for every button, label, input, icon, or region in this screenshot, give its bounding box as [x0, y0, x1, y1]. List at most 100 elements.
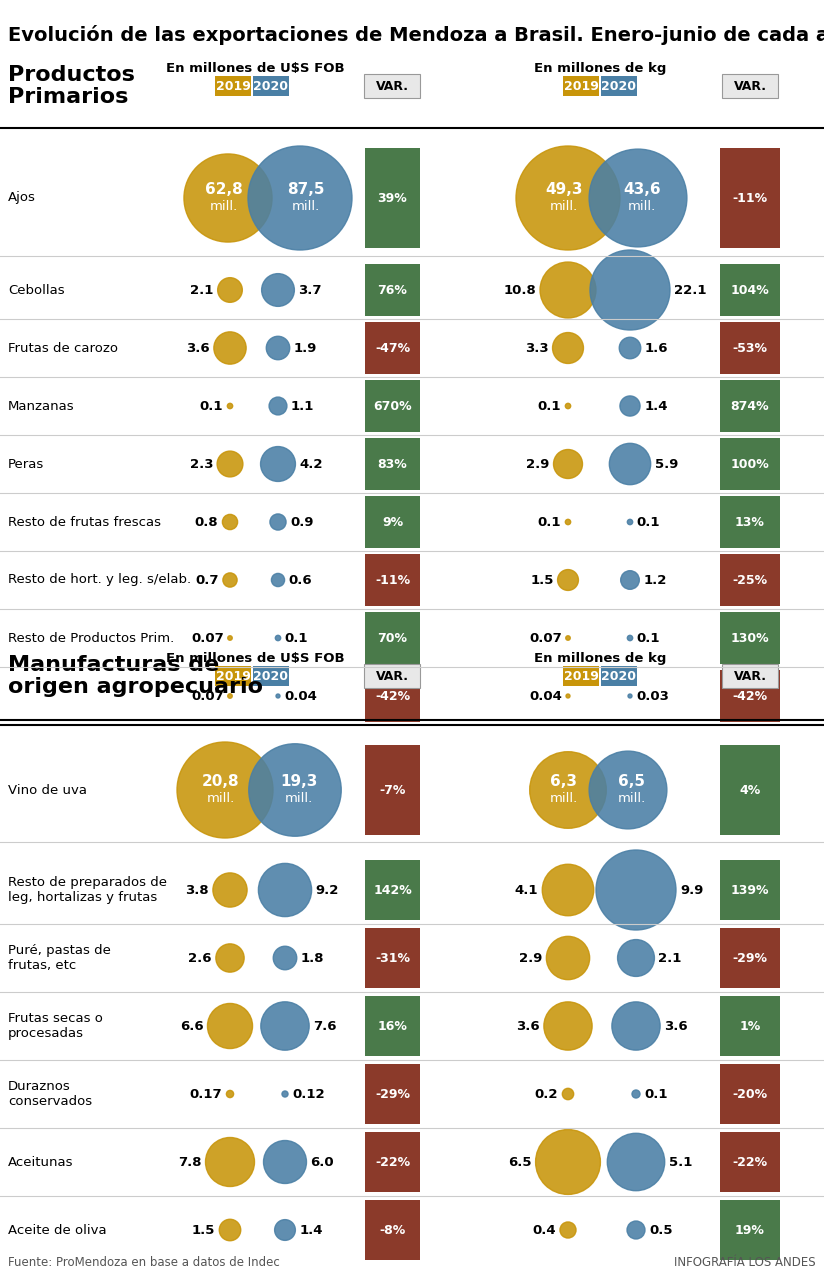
Circle shape — [177, 742, 273, 838]
Text: 670%: 670% — [373, 399, 412, 412]
Circle shape — [261, 1002, 309, 1050]
Text: 0.04: 0.04 — [529, 690, 562, 703]
Text: 2020: 2020 — [254, 669, 288, 682]
FancyBboxPatch shape — [601, 666, 637, 686]
Text: 0.1: 0.1 — [538, 399, 561, 412]
Text: 4.1: 4.1 — [515, 883, 538, 896]
Text: Resto de Productos Prim.: Resto de Productos Prim. — [8, 631, 174, 645]
Circle shape — [270, 515, 286, 530]
Text: 0.1: 0.1 — [538, 516, 561, 529]
FancyBboxPatch shape — [365, 996, 420, 1056]
Circle shape — [227, 403, 232, 408]
Text: Cebollas: Cebollas — [8, 283, 64, 297]
FancyBboxPatch shape — [720, 265, 780, 315]
Circle shape — [542, 864, 594, 915]
Circle shape — [208, 1004, 252, 1048]
Text: Vino de uva: Vino de uva — [8, 783, 87, 796]
FancyBboxPatch shape — [215, 666, 251, 686]
FancyBboxPatch shape — [365, 439, 420, 489]
FancyBboxPatch shape — [601, 76, 637, 96]
FancyBboxPatch shape — [563, 666, 599, 686]
Text: 1.2: 1.2 — [644, 573, 667, 586]
Circle shape — [546, 937, 590, 979]
Text: 142%: 142% — [373, 883, 412, 896]
Circle shape — [560, 1222, 576, 1238]
Circle shape — [219, 1220, 241, 1240]
Text: 19,3: 19,3 — [280, 774, 318, 790]
Text: 3.8: 3.8 — [185, 883, 209, 896]
FancyBboxPatch shape — [720, 323, 780, 374]
FancyBboxPatch shape — [365, 380, 420, 431]
Text: 83%: 83% — [377, 457, 407, 471]
Circle shape — [540, 262, 596, 317]
Circle shape — [227, 694, 232, 699]
FancyBboxPatch shape — [365, 1201, 420, 1260]
Text: 130%: 130% — [731, 631, 770, 645]
Circle shape — [589, 751, 667, 829]
Text: 7.8: 7.8 — [178, 1156, 202, 1169]
FancyBboxPatch shape — [720, 497, 780, 548]
Circle shape — [565, 520, 571, 525]
Text: 1.8: 1.8 — [301, 951, 325, 965]
Text: -29%: -29% — [733, 951, 767, 965]
Text: -7%: -7% — [379, 783, 405, 796]
FancyBboxPatch shape — [722, 74, 778, 99]
FancyBboxPatch shape — [365, 497, 420, 548]
Circle shape — [222, 515, 237, 530]
Circle shape — [282, 1091, 288, 1097]
Circle shape — [589, 148, 687, 247]
Circle shape — [627, 520, 633, 525]
Text: 0.1: 0.1 — [644, 1088, 667, 1101]
Circle shape — [275, 635, 281, 641]
Text: VAR.: VAR. — [733, 669, 766, 682]
Text: 0.1: 0.1 — [199, 399, 223, 412]
Text: Resto de hort. y leg. s/elab.: Resto de hort. y leg. s/elab. — [8, 573, 191, 586]
Text: En millones de kg: En millones de kg — [534, 61, 666, 76]
Circle shape — [262, 274, 294, 306]
Text: 1.4: 1.4 — [644, 399, 667, 412]
Circle shape — [264, 1140, 307, 1184]
FancyBboxPatch shape — [364, 664, 420, 689]
FancyBboxPatch shape — [720, 554, 780, 605]
Circle shape — [274, 946, 297, 970]
Text: 0.03: 0.03 — [636, 690, 669, 703]
Text: Duraznos
conservados: Duraznos conservados — [8, 1080, 92, 1108]
Text: 0.9: 0.9 — [290, 516, 314, 529]
Text: -31%: -31% — [375, 951, 410, 965]
Circle shape — [266, 337, 290, 360]
Text: Resto de preparados de
leg, hortalizas y frutas: Resto de preparados de leg, hortalizas y… — [8, 876, 167, 904]
Circle shape — [612, 1002, 660, 1050]
Text: 104%: 104% — [731, 283, 770, 297]
FancyBboxPatch shape — [720, 996, 780, 1056]
Text: -22%: -22% — [733, 1156, 768, 1169]
Text: 0.1: 0.1 — [637, 516, 660, 529]
Text: -22%: -22% — [375, 1156, 410, 1169]
Text: 2.6: 2.6 — [189, 951, 212, 965]
Text: Frutas de carozo: Frutas de carozo — [8, 342, 118, 355]
Text: 1.6: 1.6 — [644, 342, 668, 355]
Text: 2.3: 2.3 — [190, 457, 213, 471]
Text: 0.17: 0.17 — [190, 1088, 222, 1101]
Circle shape — [596, 850, 676, 931]
FancyBboxPatch shape — [720, 745, 780, 835]
FancyBboxPatch shape — [563, 76, 599, 96]
Text: Ajos: Ajos — [8, 192, 36, 205]
Circle shape — [544, 1002, 592, 1050]
Text: 16%: 16% — [377, 1019, 407, 1033]
Text: Aceite de oliva: Aceite de oliva — [8, 1224, 106, 1236]
Text: mill.: mill. — [550, 200, 578, 212]
Circle shape — [632, 1091, 640, 1098]
Text: -20%: -20% — [733, 1088, 768, 1101]
Text: 0.07: 0.07 — [191, 690, 224, 703]
Text: Manzanas: Manzanas — [8, 399, 75, 412]
Circle shape — [617, 940, 654, 977]
FancyBboxPatch shape — [720, 1201, 780, 1260]
Circle shape — [620, 396, 640, 416]
Text: 2.1: 2.1 — [658, 951, 681, 965]
Text: Puré, pastas de
frutas, etc: Puré, pastas de frutas, etc — [8, 945, 111, 972]
Text: 0.6: 0.6 — [288, 573, 312, 586]
Text: mill.: mill. — [207, 791, 235, 805]
Circle shape — [627, 635, 633, 641]
FancyBboxPatch shape — [720, 671, 780, 722]
Text: 2.9: 2.9 — [527, 457, 550, 471]
